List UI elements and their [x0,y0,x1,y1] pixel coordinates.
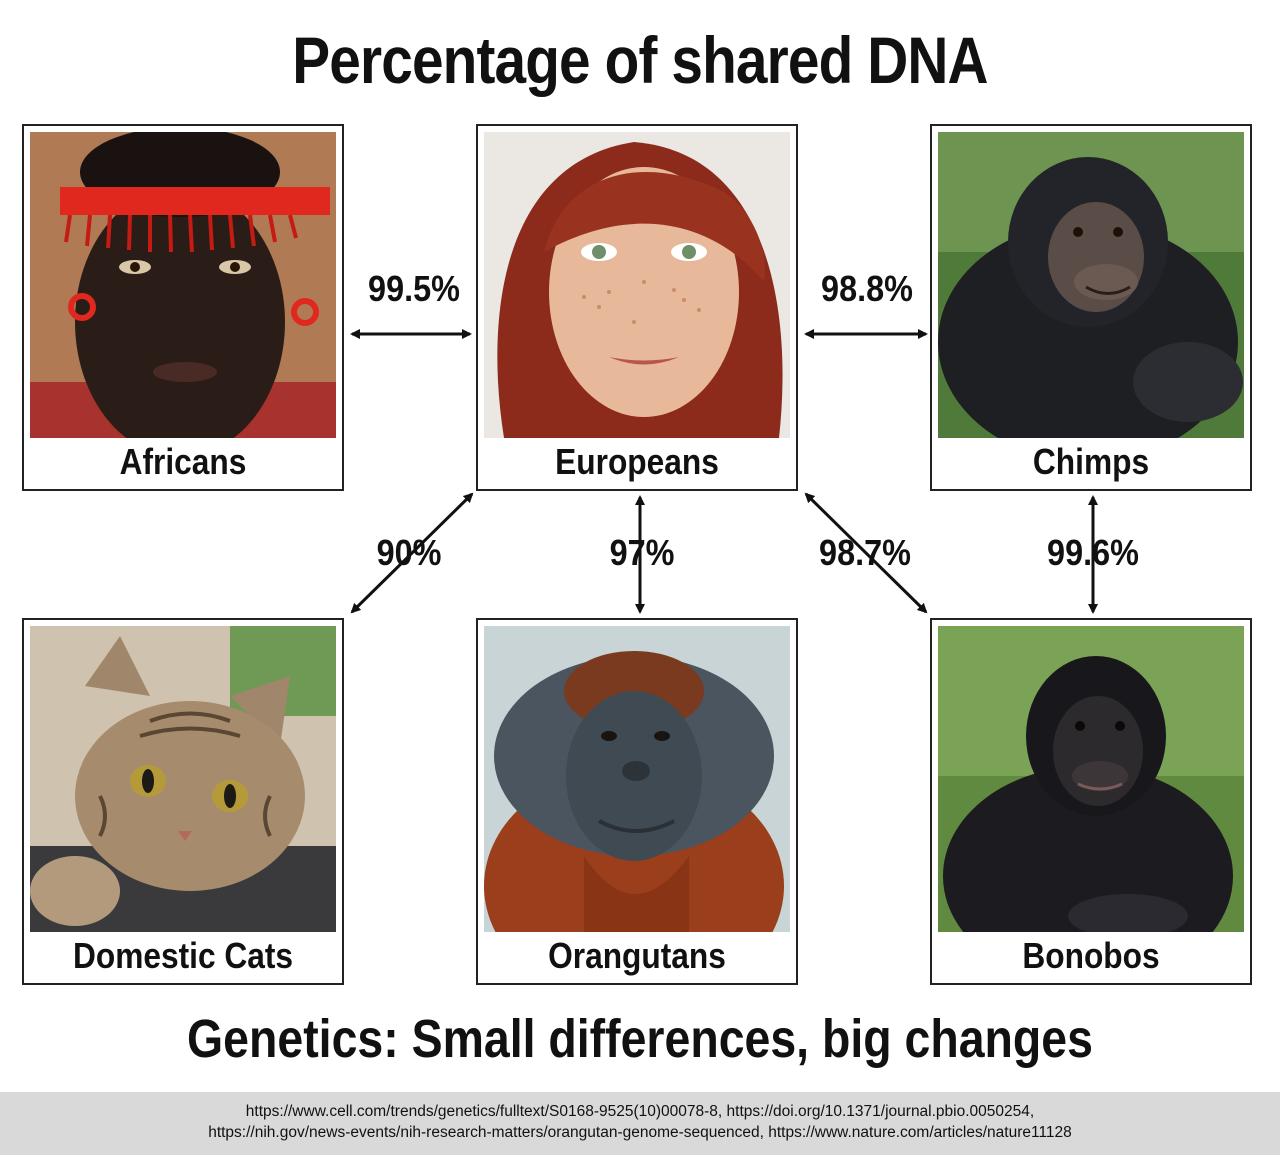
card-chimps: Chimps [930,124,1252,491]
pct-orangutans-europeans: 97% [609,532,675,573]
card-label-chimps: Chimps [1032,441,1150,482]
sources-line-1: https://www.cell.com/trends/genetics/ful… [245,1103,1035,1120]
pct-cats-europeans: 90% [376,532,442,573]
card-label-orangutans: Orangutans [548,935,726,976]
card-label-europeans: Europeans [555,441,719,482]
tabby-cat-portrait-icon [30,626,336,932]
pct-europeans-chimps: 98.8% [821,268,913,309]
bottom-headline: Genetics: Small differences, big changes [187,1009,1093,1069]
pct-chimps-bonobos: 99.6% [1047,532,1139,573]
card-bonobos: Bonobos [930,618,1252,985]
orangutan-portrait-icon [484,626,790,932]
page-title: Percentage of shared DNA [292,23,988,97]
card-africans: Africans [22,124,344,491]
card-label-domestic-cats: Domestic Cats [72,935,294,976]
card-domestic-cats: Domestic Cats [22,618,344,985]
chimpanzee-portrait-icon [938,132,1244,438]
pct-africans-europeans: 99.5% [368,268,460,309]
sources-footer: https://www.cell.com/trends/genetics/ful… [0,1092,1280,1155]
card-label-africans: Africans [119,441,247,482]
pct-bonobos-europeans: 98.7% [819,532,911,573]
card-label-bonobos: Bonobos [1022,935,1160,976]
african-woman-portrait-icon [30,132,336,438]
bonobo-portrait-icon [938,626,1244,932]
sources-line-2: https://nih.gov/news-events/nih-research… [208,1124,1072,1141]
card-orangutans: Orangutans [476,618,798,985]
european-woman-portrait-icon [484,132,790,438]
card-europeans: Europeans [476,124,798,491]
